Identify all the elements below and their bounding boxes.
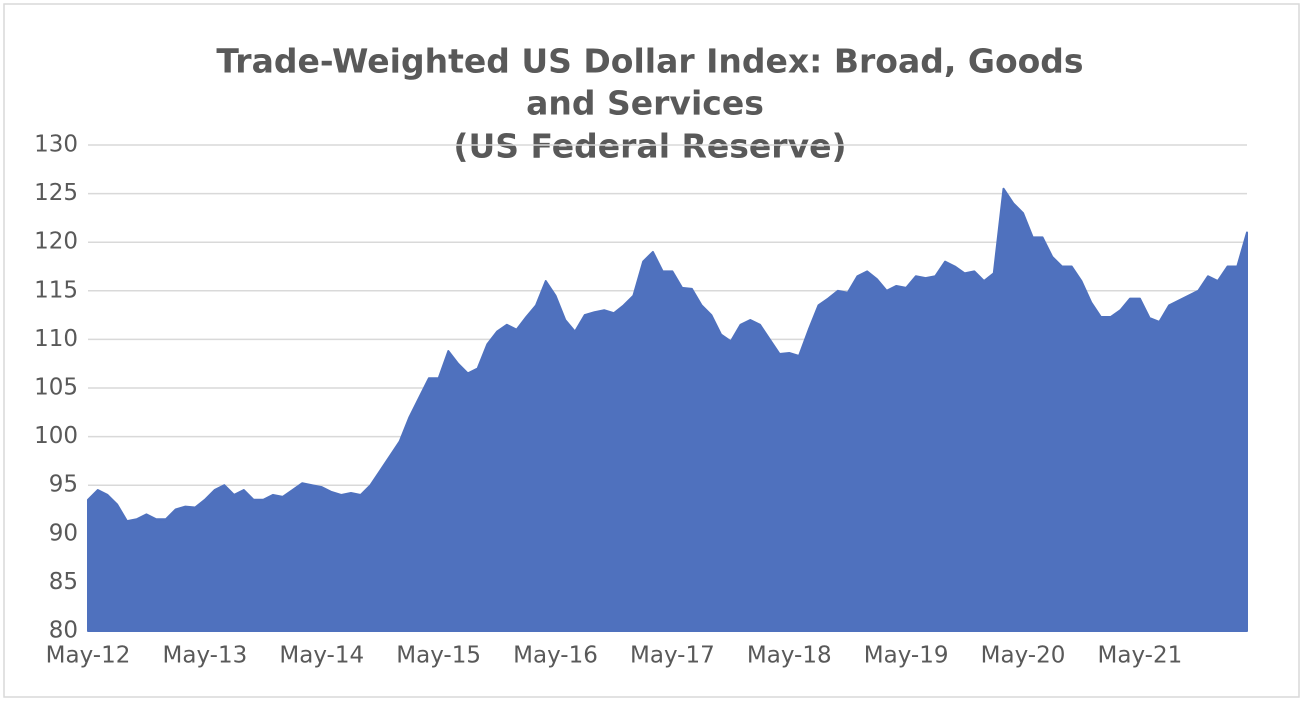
x-tick-label: May-21: [1098, 643, 1183, 669]
chart-title: Trade-Weighted US Dollar Index: Broad, G…: [216, 42, 1083, 81]
y-tick-label: 105: [34, 375, 78, 401]
x-tick-label: May-12: [46, 643, 131, 669]
y-tick-label: 110: [34, 326, 78, 352]
y-tick-label: 120: [34, 229, 78, 255]
x-tick-label: May-19: [864, 643, 949, 669]
chart-title: (US Federal Reserve): [453, 127, 846, 166]
x-tick-label: May-17: [630, 643, 715, 669]
area: [87, 187, 1248, 632]
chart-title: and Services: [526, 84, 764, 123]
y-tick-label: 125: [34, 180, 78, 206]
y-tick-label: 100: [34, 423, 78, 449]
y-tick-label: 95: [49, 472, 78, 498]
x-tick-label: May-18: [747, 643, 832, 669]
x-tick-label: May-15: [396, 643, 481, 669]
x-tick-label: May-16: [513, 643, 598, 669]
x-tick-label: May-14: [279, 643, 364, 669]
x-tick-label: May-20: [981, 643, 1066, 669]
y-tick-label: 90: [49, 520, 78, 546]
y-tick-label: 85: [49, 569, 78, 595]
y-tick-label: 115: [34, 277, 78, 303]
x-tick-label: May-13: [163, 643, 248, 669]
y-tick-label: 130: [34, 132, 78, 158]
y-tick-label: 80: [49, 618, 78, 644]
